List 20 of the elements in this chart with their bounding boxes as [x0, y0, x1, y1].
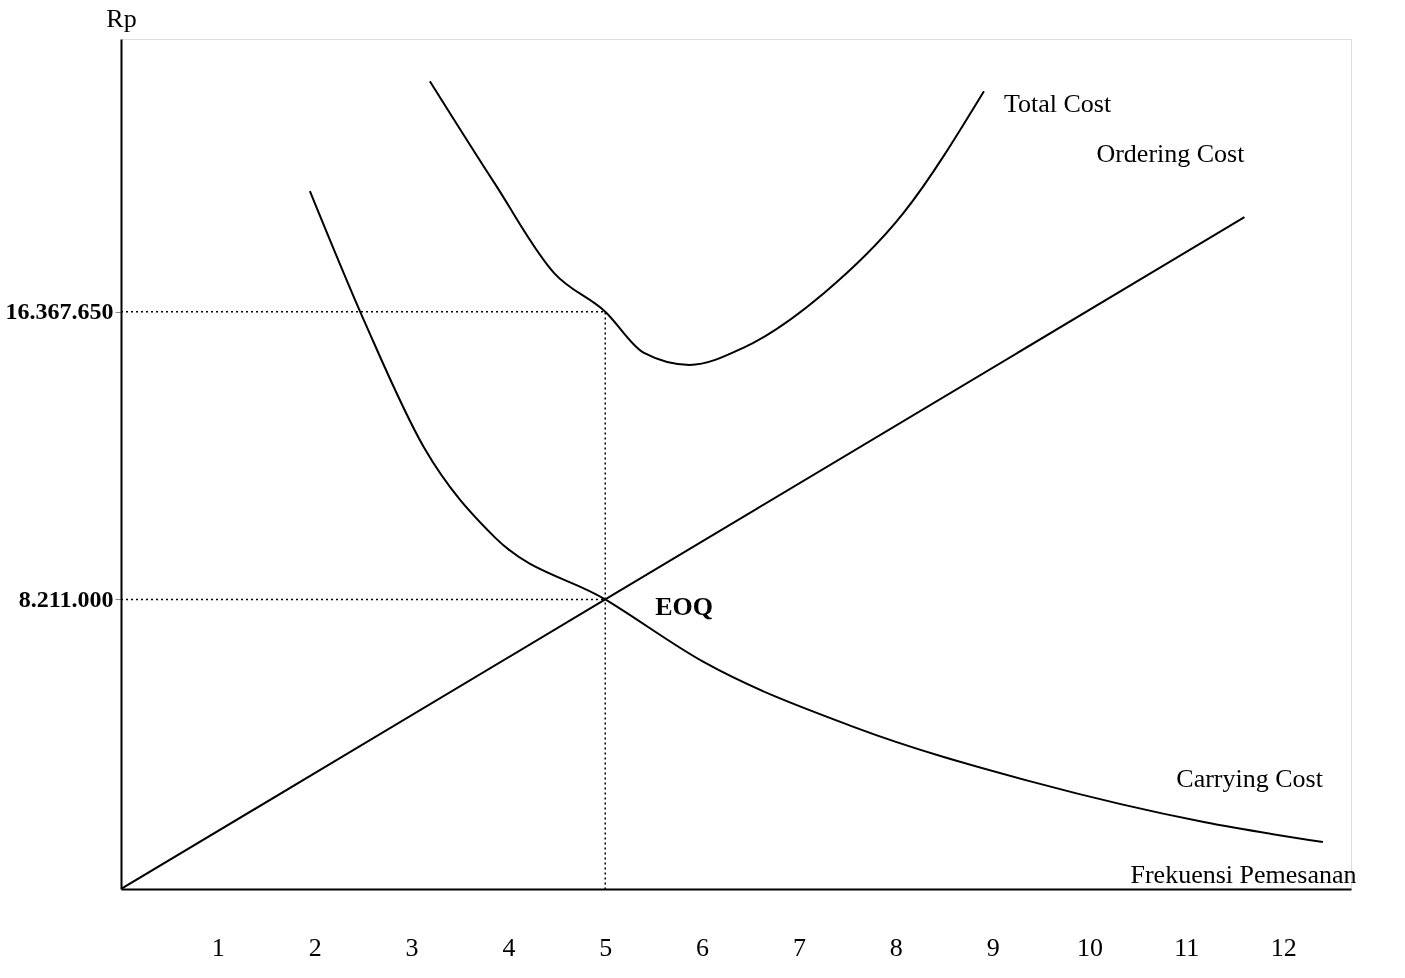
- y-tick-label: 8.211.000: [18, 585, 114, 612]
- x-tick-label: 9: [986, 932, 1000, 962]
- y-tick-label: 16.367.650: [5, 298, 114, 325]
- x-tick-label: 10: [1077, 932, 1103, 962]
- annotation: EOQ: [655, 592, 714, 622]
- x-tick-label: 11: [1174, 932, 1200, 962]
- x-tick-label: 8: [889, 932, 903, 962]
- x-tick-label: 4: [502, 932, 516, 962]
- x-axis-title: Frekuensi Pemesanan: [1130, 859, 1357, 889]
- x-tick-label: 2: [308, 932, 322, 962]
- x-tick-label: 3: [405, 932, 419, 962]
- y-axis-title: Rp: [106, 3, 137, 33]
- x-tick-label: 7: [792, 932, 806, 962]
- series-label: Total Cost: [1003, 89, 1112, 119]
- x-tick-label: 5: [599, 932, 613, 962]
- x-tick-label: 1: [211, 932, 225, 962]
- x-tick-label: 6: [696, 932, 710, 962]
- series-label: Carrying Cost: [1176, 764, 1324, 794]
- series-label: Ordering Cost: [1096, 139, 1246, 169]
- x-tick-label: 12: [1270, 932, 1297, 962]
